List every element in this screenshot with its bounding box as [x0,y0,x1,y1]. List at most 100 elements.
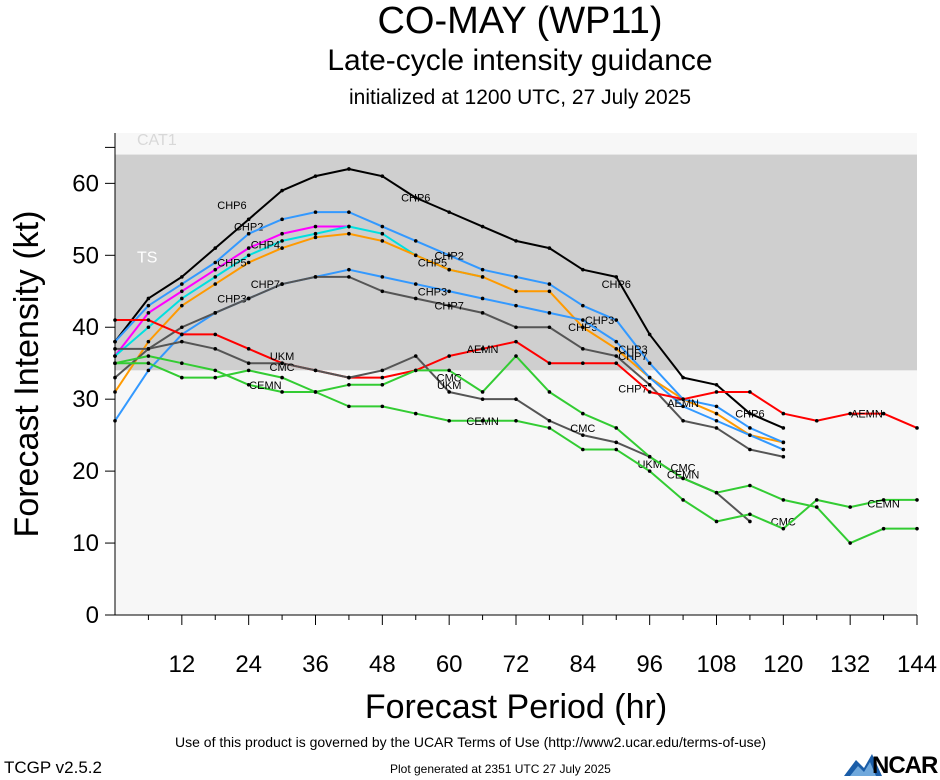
series-label-cmc: CMC [570,423,595,435]
data-point [246,253,251,258]
data-point [413,239,418,243]
data-point [714,418,719,423]
data-point [246,361,251,366]
data-point [514,339,518,344]
data-point [614,339,619,344]
data-point [480,296,485,301]
data-point [447,368,451,373]
data-point [714,404,719,409]
data-point [547,246,552,250]
data-point [213,267,218,272]
data-point [681,404,685,409]
data-point [347,275,351,279]
data-point [113,347,117,351]
data-point [581,361,585,366]
data-point [748,519,752,524]
data-point [280,246,284,250]
data-point [146,354,151,358]
data-point [581,447,585,452]
series-label-cemn: CEMN [466,416,498,428]
data-point [480,347,485,351]
data-point [581,303,585,308]
series-label-chp2: CHP2 [434,250,463,262]
data-point [581,267,585,272]
data-point [313,174,318,178]
series-label-cmc: CMC [671,463,696,475]
data-point [547,289,552,294]
x-tick-label: 108 [696,651,736,678]
data-point [480,397,485,401]
series-label-chp3: CHP3 [585,315,614,327]
series-label-cmc: CMC [270,362,295,374]
data-point [915,526,919,531]
data-point [614,275,619,279]
band-label-cat1: CAT1 [137,132,177,149]
data-point [413,296,418,301]
data-point [413,368,418,373]
data-point [480,224,485,229]
series-label-cmc: CMC [437,373,462,385]
y-tick-label: 30 [72,386,99,413]
data-point [480,267,485,272]
data-point [748,483,752,488]
data-point [180,275,184,279]
data-point [246,260,251,265]
data-point [347,167,351,171]
data-point [213,368,218,373]
data-point [246,347,251,351]
data-point [848,541,852,545]
series-label-chp5: CHP5 [418,257,447,269]
data-point [781,498,786,502]
data-point [413,195,418,200]
series-label-cemn: CEMN [867,498,899,510]
data-point [113,339,117,344]
series-chp6: CHP6 CHP6 CHP6 CHP6 [113,167,786,430]
data-point [581,411,585,416]
y-tick-label: 20 [72,458,99,485]
series-label-cemn: CEMN [667,470,699,482]
data-point [413,411,418,416]
data-point [781,526,786,531]
data-point [681,498,685,502]
data-point [380,368,385,373]
y-tick-label: 0 [86,602,99,629]
data-point [514,354,518,358]
data-point [681,375,685,380]
data-point [146,325,151,330]
data-point [280,239,284,243]
series-label-chp6: CHP6 [401,193,430,205]
data-point [447,354,451,358]
series-label-chp5: CHP5 [217,257,246,269]
data-point [848,411,852,416]
data-point [547,311,552,315]
data-point [614,361,619,366]
x-tick-label: 144 [897,651,937,678]
x-tick-label: 96 [636,651,663,678]
series-label-chp3: CHP3 [618,344,647,356]
data-point [280,231,284,236]
data-point [213,246,218,250]
y-tick-label: 50 [72,242,99,269]
data-point [146,311,151,315]
x-tick-label: 72 [503,651,530,678]
data-point [781,447,786,452]
data-point [480,275,485,279]
data-point [280,217,284,222]
x-tick-label: 132 [830,651,870,678]
series-label-ukm: UKM [270,351,294,363]
data-point [113,361,117,366]
series-label-aemn: AEMN [851,409,883,421]
x-tick-label: 36 [302,651,329,678]
data-point [246,382,251,387]
data-point [915,498,919,502]
data-point [146,303,151,308]
data-point [480,418,485,423]
series-label-chp6: CHP6 [217,200,246,212]
data-point [480,390,485,394]
data-point [581,347,585,351]
data-point [748,447,752,452]
data-point [581,325,585,330]
data-point [146,361,151,366]
data-point [848,505,852,509]
data-point [413,282,418,286]
